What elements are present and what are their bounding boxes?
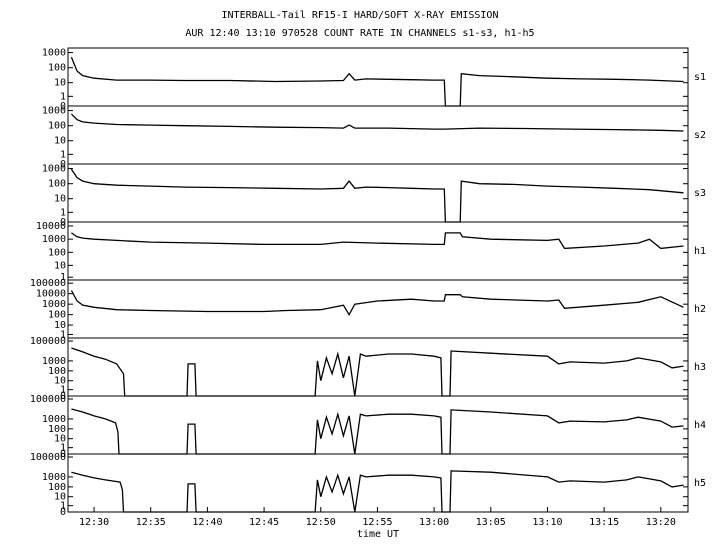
panel-label: h4: [694, 420, 706, 431]
data-line: [70, 168, 684, 223]
y-tick-label: 10000: [36, 289, 66, 300]
y-tick-label: 1: [60, 91, 66, 102]
y-tick-label: 100000: [30, 452, 66, 463]
y-tick-label: 1: [60, 272, 66, 283]
y-tick-label: 100: [48, 482, 66, 493]
y-tick-label: 1000: [42, 164, 66, 175]
y-tick-label: 1000: [42, 106, 66, 117]
y-tick-label: 10000: [36, 221, 66, 232]
y-tick-label: 100: [48, 247, 66, 258]
y-tick-label: 100000: [30, 394, 66, 405]
y-tick-label: 1000: [42, 234, 66, 245]
panel-label: s2: [694, 130, 706, 141]
y-tick-label: 10: [54, 194, 66, 205]
y-tick-label: 0: [60, 101, 66, 112]
y-tick-label: 1: [60, 329, 66, 340]
data-line: [71, 232, 684, 250]
panel-label: s3: [694, 188, 706, 199]
y-tick-label: 100000: [30, 336, 66, 347]
panel-frame: [67, 453, 689, 513]
y-tick-label: 100000: [30, 278, 66, 289]
x-axis-label: time UT: [357, 529, 399, 540]
y-tick-label: 10: [54, 320, 66, 331]
y-tick-label: 0: [60, 159, 66, 170]
y-tick-label: 100: [48, 121, 66, 132]
data-line: [70, 290, 684, 317]
y-tick-label: 1000: [42, 472, 66, 483]
y-tick-label: 1: [60, 149, 66, 160]
y-tick-label: 10: [54, 136, 66, 147]
y-tick-label: 1000: [42, 414, 66, 425]
y-tick-label: 1: [60, 501, 66, 512]
y-tick-label: 10: [54, 434, 66, 445]
panel-label: h3: [694, 362, 706, 373]
panel-label: s1: [694, 72, 706, 83]
x-tick-label: 12:45: [249, 517, 279, 528]
x-tick-label: 13:15: [589, 517, 619, 528]
x-tick-label: 13:05: [476, 517, 506, 528]
data-line: [70, 56, 684, 107]
y-tick-label: 10: [54, 78, 66, 89]
x-tick-label: 12:55: [362, 517, 392, 528]
y-tick-label: 1: [60, 443, 66, 454]
y-tick-label: 100: [48, 63, 66, 74]
x-tick-label: 12:50: [306, 517, 336, 528]
x-tick-label: 12:40: [192, 517, 222, 528]
x-tick-label: 12:30: [79, 517, 109, 528]
data-line: [70, 113, 684, 132]
x-tick-label: 12:35: [136, 517, 166, 528]
y-tick-label: 0: [60, 391, 66, 402]
x-tick-label: 13:10: [532, 517, 562, 528]
y-tick-label: 100: [48, 366, 66, 377]
y-tick-label: 1000: [42, 299, 66, 310]
chart-title: INTERBALL-Tail RF15-I HARD/SOFT X-RAY EM…: [222, 10, 499, 21]
panel-label: h5: [694, 478, 706, 489]
y-tick-label: 1000: [42, 356, 66, 367]
y-tick-label: 10: [54, 492, 66, 503]
x-tick-label: 13:20: [646, 517, 676, 528]
y-tick-label: 10: [54, 260, 66, 271]
y-tick-label: 1: [60, 207, 66, 218]
y-tick-label: 1000: [42, 48, 66, 59]
y-tick-label: 0: [60, 449, 66, 460]
chart-subtitle: AUR 12:40 13:10 970528 COUNT RATE IN CHA…: [185, 28, 534, 39]
y-tick-label: 0: [60, 507, 66, 518]
x-tick-label: 13:00: [419, 517, 449, 528]
panel-label: h2: [694, 304, 706, 315]
y-tick-label: 0: [60, 217, 66, 228]
data-line: [71, 470, 684, 513]
y-tick-label: 100: [48, 310, 66, 321]
y-tick-label: 10: [54, 376, 66, 387]
y-tick-label: 1: [60, 385, 66, 396]
panel-label: h1: [694, 246, 706, 257]
y-tick-label: 100: [48, 179, 66, 190]
y-tick-label: 100: [48, 424, 66, 435]
